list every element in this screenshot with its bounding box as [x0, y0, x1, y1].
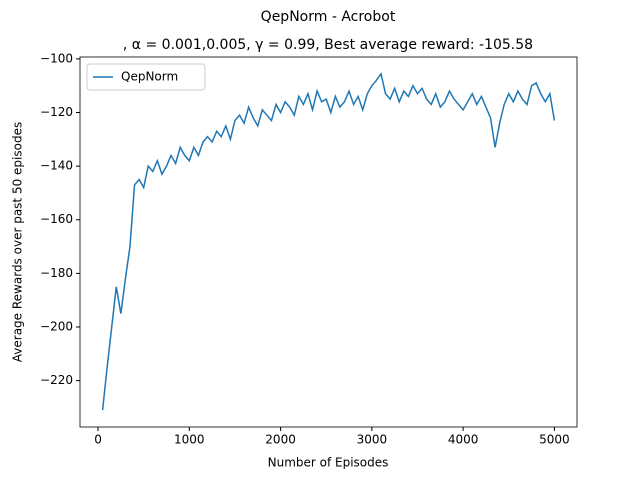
- x-tick-label: 1000: [174, 433, 205, 447]
- legend-label: QepNorm: [121, 70, 178, 84]
- chart-subtitle: , α = 0.001,0.005, γ = 0.99, Best averag…: [123, 37, 533, 53]
- x-tick-label: 4000: [448, 433, 479, 447]
- y-tick-label: −220: [40, 373, 73, 387]
- plot-frame: [79, 56, 578, 428]
- chart-title: QepNorm - Acrobot: [261, 9, 396, 25]
- y-axis-label: Average Rewards over past 50 episodes: [11, 122, 25, 362]
- x-axis-label: Number of Episodes: [268, 456, 389, 470]
- x-tick-label: 0: [94, 433, 102, 447]
- x-tick-label: 5000: [539, 433, 570, 447]
- y-tick-label: −140: [40, 159, 73, 173]
- y-tick-label: −160: [40, 212, 73, 226]
- y-tick-label: −100: [40, 51, 73, 65]
- y-tick-label: −180: [40, 266, 73, 280]
- x-tick-label: 2000: [265, 433, 296, 447]
- x-tick-label: 3000: [357, 433, 388, 447]
- y-tick-label: −120: [40, 105, 73, 119]
- line: [101, 72, 556, 411]
- y-tick-label: −200: [40, 319, 73, 333]
- legend-box: [86, 63, 206, 91]
